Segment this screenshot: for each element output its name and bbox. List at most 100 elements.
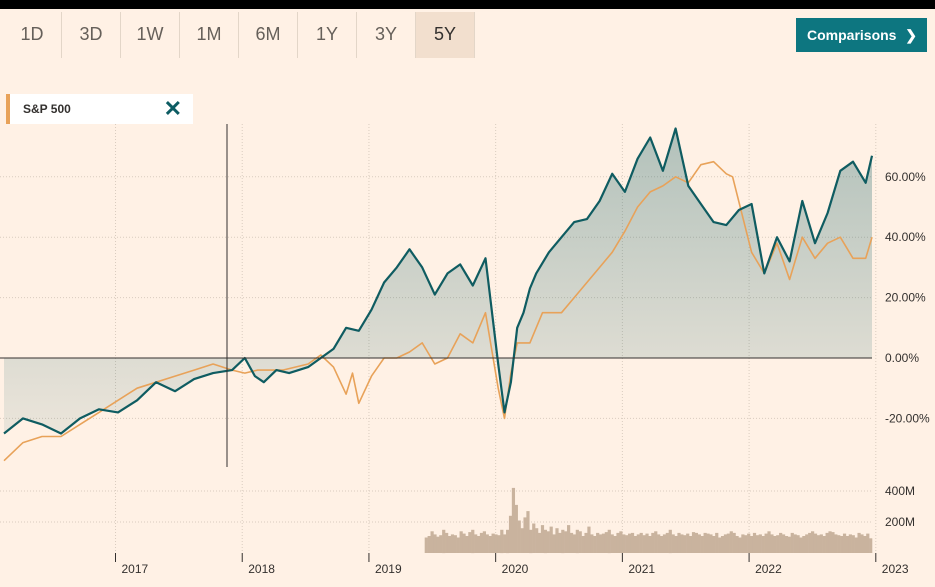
x-tick-label: 2021	[628, 562, 655, 576]
volume-bar	[427, 536, 431, 553]
volume-bar	[767, 531, 771, 553]
volume-bar	[645, 533, 649, 553]
volume-bar	[863, 536, 867, 553]
volume-bar	[822, 536, 826, 553]
volume-bar	[857, 532, 861, 553]
range-button-1d[interactable]: 1D	[3, 12, 62, 58]
volume-bar	[543, 529, 547, 554]
x-tick-label: 2019	[375, 562, 402, 576]
volume-bar	[497, 535, 501, 553]
range-button-1w[interactable]: 1W	[121, 12, 180, 58]
volume-bar	[808, 532, 812, 553]
x-tick-label: 2020	[502, 562, 529, 576]
volume-bar	[752, 532, 757, 553]
volume-bar	[845, 536, 850, 553]
comparison-chip-label: S&P 500	[23, 102, 71, 116]
volume-bar	[842, 533, 847, 553]
volume-bar	[517, 520, 521, 553]
volume-bar	[424, 537, 428, 553]
volume-bar	[787, 536, 791, 553]
volume-bar	[636, 534, 640, 553]
volume-bar	[735, 536, 739, 553]
volume-bar	[840, 536, 844, 553]
volume-bar	[607, 529, 611, 554]
volume-bar	[720, 536, 725, 553]
volume-bar	[834, 534, 838, 553]
volume-bar	[529, 529, 533, 554]
volume-bar	[671, 534, 675, 553]
volume-bar	[494, 534, 498, 553]
volume-bar	[750, 536, 754, 553]
volume-bar	[854, 537, 858, 553]
comparisons-button[interactable]: Comparisons ❯	[796, 18, 927, 52]
volume-bar	[851, 535, 855, 553]
volume-bar	[662, 534, 667, 553]
volume-bar	[828, 531, 832, 553]
range-button-3d[interactable]: 3D	[62, 12, 121, 58]
volume-bar	[738, 537, 742, 553]
volume-bar	[442, 529, 446, 554]
volume-bar	[511, 487, 516, 553]
volume-bar	[813, 533, 818, 553]
close-icon[interactable]: ✕	[163, 96, 182, 121]
volume-bar	[657, 534, 661, 553]
volume-bar	[471, 529, 475, 554]
volume-bar	[683, 535, 687, 553]
sp500-series-line	[3, 160, 873, 462]
volume-bar	[613, 536, 617, 553]
volume-bar	[491, 533, 495, 553]
range-button-5y[interactable]: 5Y	[416, 12, 475, 58]
volume-bar	[430, 531, 434, 553]
volume-bar	[718, 537, 722, 553]
volume-bar	[848, 534, 852, 553]
y-tick-label: 0.00%	[885, 351, 919, 365]
volume-bar	[709, 534, 713, 553]
volume-bar	[761, 536, 765, 553]
range-button-1y[interactable]: 1Y	[298, 12, 357, 58]
range-button-6m[interactable]: 6M	[239, 12, 298, 58]
volume-bar	[453, 535, 457, 553]
volume-bar	[584, 532, 588, 553]
volume-tick-label: 400M	[885, 484, 915, 498]
volume-bar	[535, 528, 539, 553]
volume-bar	[578, 531, 582, 553]
volume-bar	[776, 535, 780, 553]
range-button-3y[interactable]: 3Y	[357, 12, 416, 58]
volume-bar	[526, 511, 530, 553]
volume-bar	[546, 531, 550, 553]
volume-bar	[825, 532, 829, 553]
volume-bar	[665, 532, 669, 553]
volume-bar	[450, 534, 455, 553]
y-tick-label: 20.00%	[885, 291, 926, 305]
volume-bar	[456, 537, 460, 553]
volume-bar	[677, 532, 681, 553]
volume-bar	[747, 533, 751, 553]
range-button-1m[interactable]: 1M	[180, 12, 239, 58]
volume-bar	[575, 529, 579, 554]
volume-bar	[793, 534, 797, 553]
main-series-line	[3, 127, 874, 435]
main-series-area	[4, 128, 872, 434]
volume-bar	[622, 534, 626, 553]
volume-bar	[610, 534, 614, 553]
volume-bar	[508, 515, 513, 553]
volume-bar	[866, 533, 870, 553]
comparisons-label: Comparisons	[807, 27, 897, 43]
volume-bar	[674, 536, 678, 553]
volume-bar	[625, 535, 629, 553]
comparison-chip-sp500[interactable]: S&P 500 ✕	[6, 94, 193, 124]
volume-bar	[729, 531, 733, 553]
x-tick-label: 2022	[755, 562, 782, 576]
volume-bar	[837, 535, 841, 553]
volume-bar	[532, 523, 536, 553]
volume-bar	[654, 531, 658, 553]
volume-bar	[569, 532, 574, 553]
volume-bar	[773, 536, 777, 553]
volume-bar	[445, 532, 449, 553]
y-tick-label: 60.00%	[885, 170, 926, 184]
volume-bar	[741, 534, 745, 553]
volume-bar	[639, 532, 643, 553]
volume-bar	[648, 536, 652, 553]
volume-bar	[549, 526, 553, 553]
